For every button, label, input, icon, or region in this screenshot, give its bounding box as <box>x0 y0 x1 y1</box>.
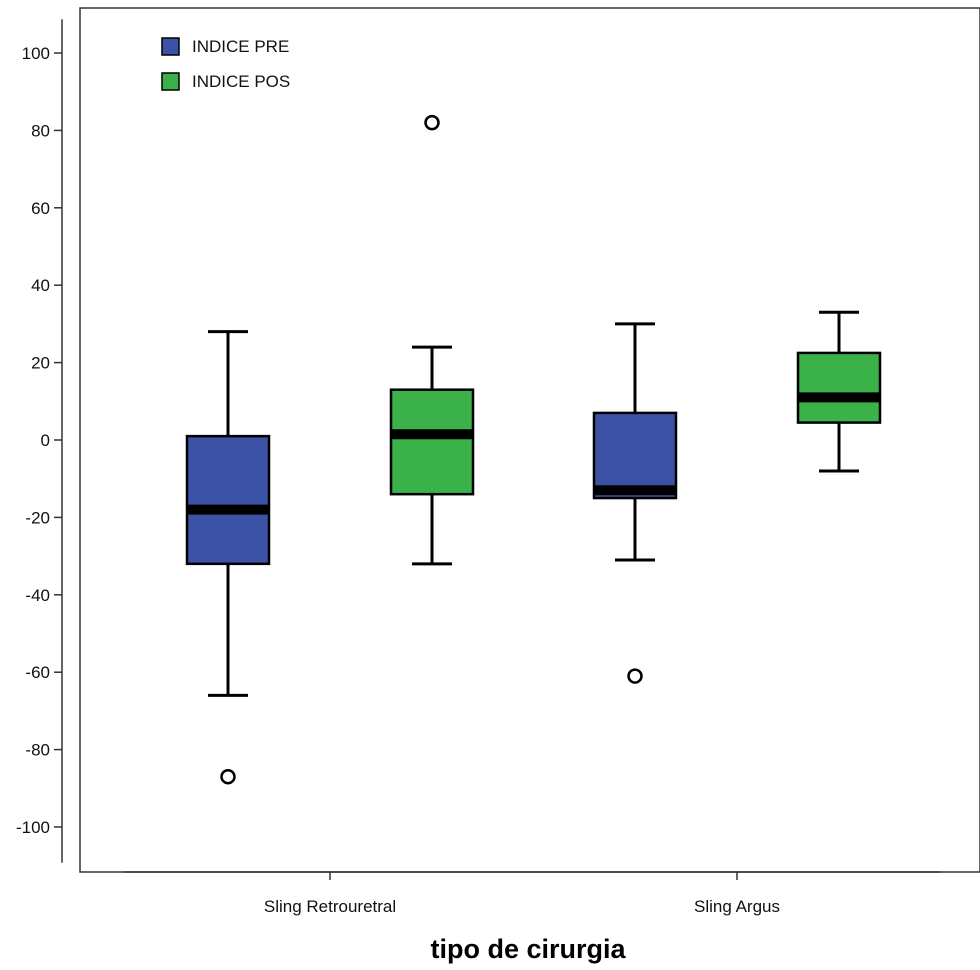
box-iqr <box>185 434 271 566</box>
outlier-point <box>627 668 643 684</box>
y-tick-label: 0 <box>41 431 50 450</box>
y-tick-label: 40 <box>31 276 50 295</box>
box-iqr <box>592 411 678 500</box>
box-iqr <box>389 388 475 496</box>
y-tick-label: -20 <box>25 508 50 527</box>
boxes-layer <box>185 114 882 785</box>
outlier-point <box>424 114 440 131</box>
legend-label: INDICE PRE <box>192 37 289 56</box>
legend-label: INDICE POS <box>192 72 290 91</box>
y-axis: -100 -80 -60 -40 -20 0 20 40 60 80 100 <box>16 19 63 863</box>
box-iqr <box>796 351 882 424</box>
box-indice-pos-1 <box>389 114 475 566</box>
legend: INDICE PRE INDICE POS <box>161 37 290 91</box>
box-indice-pos-2 <box>796 310 882 473</box>
y-tick-label: 20 <box>31 354 50 373</box>
x-tick-label: Sling Retrouretral <box>264 897 396 916</box>
box-indice-pre-2 <box>592 322 678 684</box>
y-tick-label: -60 <box>25 663 50 682</box>
y-tick-label: -80 <box>25 741 50 760</box>
x-axis-label: tipo de cirurgia <box>430 934 626 964</box>
y-tick-label: -40 <box>25 586 50 605</box>
box-indice-pre-1 <box>185 330 271 785</box>
y-tick-label: 80 <box>31 121 50 140</box>
outlier-point <box>220 768 236 785</box>
legend-swatch <box>161 37 180 56</box>
y-tick-label: 60 <box>31 199 50 218</box>
y-tick-label: 100 <box>22 44 50 63</box>
legend-swatch <box>161 72 180 91</box>
y-tick-label: -100 <box>16 818 50 837</box>
x-tick-label: Sling Argus <box>694 897 780 916</box>
x-axis: Sling Retrouretral Sling Argus <box>125 871 940 916</box>
